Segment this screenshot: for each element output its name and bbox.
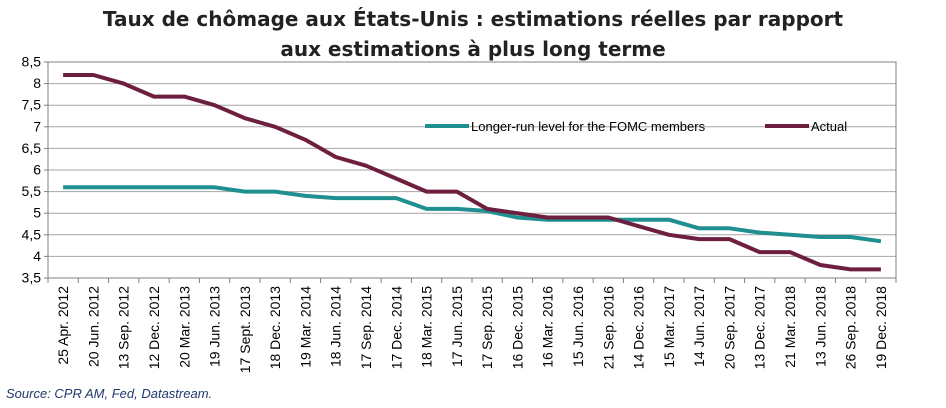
y-tick-label: 5,5 [22, 183, 42, 199]
x-tick-label: 13 Jun. 2018 [812, 286, 828, 367]
gridlines [48, 83, 896, 257]
x-tick-label: 16 Mar. 2016 [540, 286, 556, 368]
x-tick-label: 19 Jun. 2013 [207, 286, 223, 367]
x-axis-tick-labels: 25 Apr. 2012 20 Jun. 2012 13 Sep. 2012 12 D… [55, 286, 889, 373]
x-tick-label: 21 Sep. 2016 [600, 286, 616, 370]
x-tick-label: 14 Jun. 2017 [691, 286, 707, 367]
x-tick-label: 26 Sep. 2018 [843, 286, 859, 370]
x-tick-label: 16 Dec. 2015 [509, 286, 525, 369]
x-tick-label: 20 Mar. 2013 [176, 286, 192, 368]
x-tick-label: 25 Apr. 2012 [55, 286, 71, 365]
y-tick-label: 5 [33, 205, 41, 221]
x-tick-label: 20 Jun. 2012 [85, 286, 101, 367]
y-axis-tick-labels: 3,5 4 4,5 5 5,5 6 6,5 7 7,5 8 8,5 [22, 54, 42, 286]
x-tick-label: 21 Mar. 2018 [782, 286, 798, 368]
y-tick-label: 4 [33, 248, 41, 264]
legend-label-1: Longer-run level for the FOMC members [471, 119, 706, 134]
y-tick-label: 7,5 [22, 97, 42, 113]
legend-label-2: Actual [811, 119, 847, 134]
y-tick-label: 7 [33, 118, 41, 134]
y-tick-label: 6,5 [22, 140, 42, 156]
y-tick-label: 6 [33, 162, 41, 178]
source-note: Source: CPR AM, Fed, Datastream. [6, 386, 213, 401]
x-tick-label: 13 Sep. 2012 [116, 286, 132, 370]
x-tick-label: 18 Mar. 2015 [419, 286, 435, 368]
series-lines [63, 73, 882, 272]
x-tick-label: 14 Dec. 2016 [631, 286, 647, 369]
chart-title: Taux de chômage aux États-Unis : estimat… [0, 4, 946, 64]
x-tick-label: 17 Dec. 2014 [388, 286, 404, 369]
y-tick-label: 8,5 [22, 54, 42, 70]
x-tick-label: 19 Mar. 2014 [297, 286, 313, 368]
y-tick-label: 3,5 [22, 270, 42, 286]
chart-title-line-1: Taux de chômage aux États-Unis : estimat… [102, 7, 844, 31]
x-tick-label: 12 Dec. 2012 [146, 286, 162, 369]
legend: Longer-run level for the FOMC members Act… [425, 119, 847, 134]
axis-ticks [44, 61, 897, 283]
x-tick-label: 17 Sept. 2013 [237, 286, 253, 373]
series-line-1 [63, 185, 882, 244]
x-tick-label: 20 Sep. 2017 [721, 286, 737, 370]
x-tick-label: 15 Mar. 2017 [661, 286, 677, 368]
x-tick-label: 17 Sep. 2015 [479, 286, 495, 370]
x-tick-label: 19 Dec. 2018 [873, 286, 889, 369]
x-tick-label: 18 Jun. 2014 [328, 286, 344, 367]
x-tick-label: 18 Dec. 2013 [267, 286, 283, 369]
x-tick-label: 15 Jun. 2016 [570, 286, 586, 367]
x-tick-label: 17 Jun. 2015 [449, 286, 465, 367]
x-tick-label: 17 Sep. 2014 [358, 286, 374, 370]
y-tick-label: 8 [33, 75, 41, 91]
y-tick-label: 4,5 [22, 226, 42, 242]
x-tick-label: 13 Dec. 2017 [752, 286, 768, 369]
chart-title-line-2: aux estimations à plus long terme [280, 37, 666, 61]
series-line-2 [63, 73, 881, 272]
